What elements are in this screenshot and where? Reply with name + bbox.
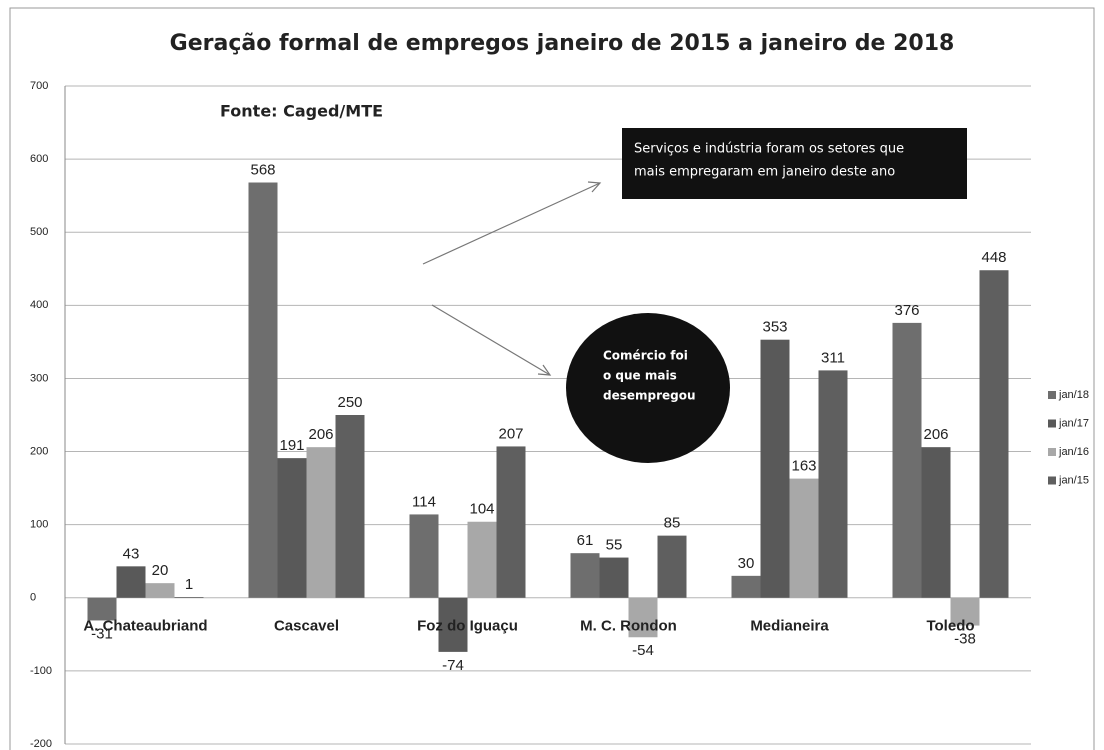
data-label: 353 — [762, 319, 787, 336]
bar — [657, 535, 687, 598]
data-label: -54 — [632, 642, 654, 659]
chart-frame — [9, 7, 1095, 750]
bar — [921, 447, 951, 598]
y-tick-label: 200 — [30, 445, 48, 457]
bar — [892, 322, 922, 598]
bar — [496, 446, 526, 598]
data-label: 376 — [894, 302, 919, 319]
data-label: -31 — [91, 625, 113, 642]
data-label: 1 — [185, 576, 193, 593]
bar — [731, 575, 761, 598]
legend-label: jan/18 — [1058, 389, 1089, 401]
y-tick-label: -100 — [30, 665, 52, 677]
bar — [628, 597, 658, 638]
data-label: 55 — [606, 537, 623, 554]
x-tick-label: M. C. Rondon — [580, 618, 677, 635]
legend-swatch — [1048, 391, 1056, 399]
y-tick-label: 0 — [30, 592, 36, 604]
x-tick-label: Medianeira — [750, 618, 829, 635]
bar — [306, 447, 336, 598]
legend-label: jan/15 — [1058, 474, 1089, 486]
legend-swatch — [1048, 448, 1056, 456]
bar — [789, 478, 819, 598]
data-label: 114 — [412, 493, 436, 510]
y-tick-label: 700 — [30, 80, 48, 92]
y-tick-label: 300 — [30, 372, 48, 384]
annotation-text: mais empregaram em janeiro deste ano — [634, 165, 895, 180]
bar — [145, 583, 175, 598]
x-tick-label: Cascavel — [274, 618, 339, 635]
data-label: 61 — [577, 532, 594, 549]
arrow-head — [537, 364, 552, 376]
bar — [599, 557, 629, 598]
data-label: 191 — [279, 437, 304, 454]
data-label: 20 — [152, 562, 169, 579]
arrows — [422, 181, 602, 376]
bar — [174, 597, 204, 598]
data-label: 568 — [250, 161, 275, 178]
data-label: 206 — [923, 426, 948, 443]
data-label: 206 — [308, 426, 333, 443]
bar — [950, 597, 980, 626]
annotation-text: Comércio foi — [603, 349, 688, 363]
annotation-text: Serviços e indústria foram os setores qu… — [634, 142, 904, 157]
legend-label: jan/16 — [1058, 446, 1089, 458]
x-tick-label: Toledo — [926, 618, 974, 635]
annotation-text: desempregou — [603, 389, 696, 403]
data-label: 311 — [821, 349, 845, 366]
data-label: -74 — [442, 657, 464, 674]
arrow — [422, 182, 601, 265]
arrow-head — [587, 181, 602, 193]
data-label: 104 — [469, 501, 494, 518]
bar — [979, 270, 1009, 598]
bar — [248, 182, 278, 598]
arrow — [431, 304, 551, 376]
data-label: 30 — [738, 555, 755, 572]
y-tick-label: 400 — [30, 299, 48, 311]
annotation-text: o que mais — [603, 369, 677, 383]
bar — [409, 514, 439, 598]
bar — [116, 566, 146, 598]
data-label: 163 — [791, 458, 816, 475]
x-tick-label: A. Chateaubriand — [83, 618, 207, 635]
legend-label: jan/17 — [1058, 417, 1089, 429]
data-label: 448 — [981, 249, 1006, 266]
data-label: -38 — [954, 631, 976, 648]
data-label: 250 — [337, 394, 362, 411]
chart-title: Geração formal de empregos janeiro de 20… — [170, 31, 955, 56]
x-tick-label: Foz do Iguaçu — [417, 618, 518, 635]
y-tick-label: -200 — [30, 738, 52, 750]
bar — [438, 597, 468, 652]
data-label: 85 — [664, 515, 681, 532]
legend-swatch — [1048, 476, 1056, 485]
bar — [760, 339, 790, 598]
bar — [87, 597, 117, 621]
annotation-ellipse — [566, 313, 730, 463]
bar — [335, 415, 365, 598]
data-label: 43 — [123, 545, 140, 562]
source: Fonte: Caged/MTE — [220, 102, 383, 121]
y-tick-label: 600 — [30, 153, 48, 165]
bar — [818, 370, 848, 598]
data-label: 207 — [498, 425, 523, 442]
y-tick-label: 100 — [30, 519, 48, 531]
legend-swatch — [1048, 419, 1056, 428]
y-tick-label: 500 — [30, 226, 48, 238]
bar — [277, 458, 307, 598]
bar — [570, 553, 600, 598]
bar — [467, 521, 497, 598]
annotation-box — [622, 128, 967, 199]
